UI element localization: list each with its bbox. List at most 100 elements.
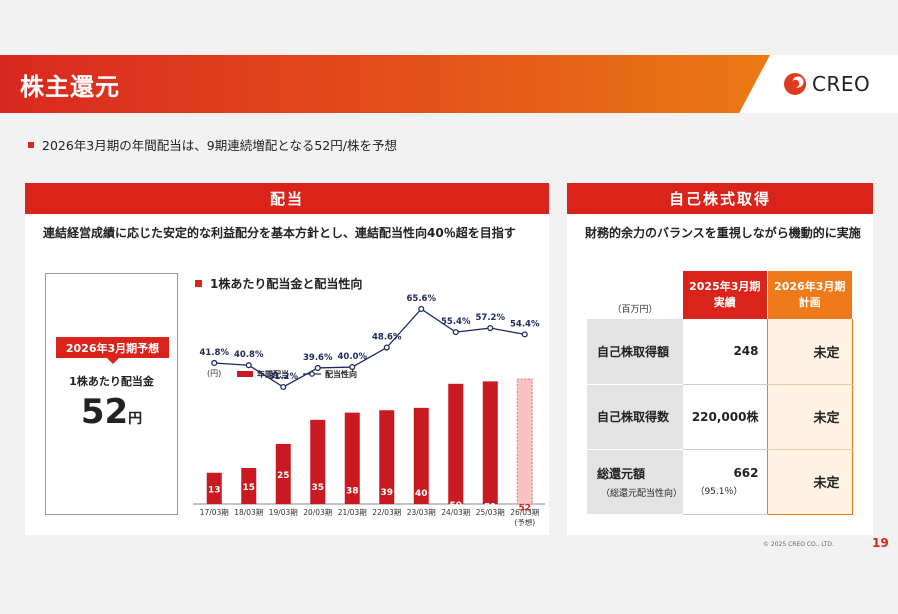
dividend-chart: (円) 年間配当 配当性向 13 15 25 35 38 39 40 50 51 52 41.8% 40.8… (193, 294, 545, 527)
payout-ratio-label: 31.2% (269, 372, 299, 382)
payout-ratio-label: 65.6% (407, 294, 437, 304)
row-plan: 未定 (766, 384, 853, 450)
row-label: 総還元額 （総還元配当性向） (587, 449, 683, 515)
forecast-number: 52 (80, 392, 129, 432)
col-actual-header: 2025年3月期 実績 (683, 271, 768, 319)
heading-square-icon (195, 280, 202, 287)
bar-value-label: 38 (346, 487, 359, 497)
payout-ratio-point (452, 329, 459, 336)
buyback-table-wrap: （百万円） 2025年3月期 実績 2026年3月期 計画 自己株取得額 248… (587, 271, 853, 515)
buyback-policy-text: 財務的余力のバランスを重視しながら機動的に実施 (585, 226, 861, 240)
chart-heading-text: 1株あたり配当金と配当性向 (210, 277, 363, 291)
row-actual-sub: （95.1％） (695, 487, 743, 497)
payout-ratio-label: 55.4% (441, 317, 471, 327)
payout-ratio-point (487, 324, 494, 332)
payout-ratio-point (418, 305, 425, 313)
x-tick-label: 21/03期 (338, 508, 367, 517)
x-tick-label: 17/03期 (200, 508, 229, 517)
row-actual-text: 248 (733, 344, 759, 359)
table-row: 自己株取得数 220,000株 未定 (587, 384, 853, 450)
buyback-panel: 自己株式取得 財務的余力のバランスを重視しながら機動的に実施 （百万円） 202… (567, 183, 873, 535)
dividend-panel-title: 配当 (25, 183, 549, 214)
row-actual: 248 (683, 319, 767, 385)
payout-ratio-point (521, 331, 528, 338)
forecast-tag: 2026年3月期予想 (56, 337, 169, 364)
forecast-label: 1株あたり配当金 (69, 375, 154, 388)
bar-value-label: 52 (518, 504, 531, 514)
x-tick-label: 22/03期 (372, 508, 401, 517)
bar-value-label: 15 (242, 483, 255, 493)
page-title: 株主還元 (20, 73, 120, 101)
header-bar: 株主還元 CREO (0, 55, 898, 113)
x-tick-label: 20/03期 (303, 508, 332, 517)
bar (482, 381, 498, 504)
logo-text: CREO (812, 72, 871, 96)
row-label-text: 総還元額 (597, 466, 646, 481)
bar-value-label: 50 (449, 501, 462, 511)
page-number: 19 (872, 536, 889, 550)
row-actual-text: 662 (733, 466, 759, 480)
dividend-policy-text: 連結経営成績に応じた安定的な利益配分を基本方針とし、連結配当性向40％超を目指す (43, 226, 516, 240)
x-tick-label: 18/03期 (234, 508, 263, 517)
row-label-text: 自己株取得数 (597, 410, 670, 424)
buyback-panel-title: 自己株式取得 (567, 183, 873, 214)
bar (275, 443, 291, 504)
row-label-text: 自己株取得額 (597, 344, 670, 359)
payout-ratio-point (211, 359, 218, 367)
col-plan-line2: 計画 (798, 296, 821, 309)
payout-ratio-point (314, 364, 321, 372)
row-plan: 未定 (766, 319, 853, 385)
dividend-forecast-box: 2026年3月期予想 1株あたり配当金 52円 (45, 273, 178, 515)
payout-ratio-line (214, 308, 525, 388)
legend-bar-swatch (237, 371, 253, 377)
legend-bar-label: 年間配当 (257, 369, 289, 379)
row-actual: 662 （95.1％） (683, 449, 767, 515)
bar (516, 378, 533, 505)
creo-swirl-logo-icon (784, 73, 806, 95)
unit-label: （百万円） (612, 305, 658, 315)
company-logo: CREO (783, 72, 870, 96)
payout-ratio-label: 39.6% (303, 353, 333, 363)
bar-value-label: 39 (380, 488, 393, 498)
bar (448, 383, 464, 504)
x-tick-label: 24/03期 (441, 508, 470, 517)
buyback-table: （百万円） 2025年3月期 実績 2026年3月期 計画 自己株取得額 248… (587, 271, 853, 515)
forecast-unit: 円 (128, 411, 143, 427)
payout-ratio-point (280, 383, 287, 391)
x-tick-label: 23/03期 (407, 508, 436, 517)
table-row: 自己株取得額 248 未定 (587, 319, 853, 385)
col-plan-line1: 2026年3月期 (774, 280, 846, 293)
row-plan: 未定 (766, 449, 853, 515)
bar (241, 467, 257, 504)
payout-ratio-label: 54.4% (510, 319, 540, 329)
col-actual-line2: 実績 (713, 296, 736, 309)
forecast-value: 52円 (46, 392, 177, 432)
row-sublabel: （総還元配当性向） (601, 488, 683, 499)
bar (379, 410, 395, 504)
payout-ratio-label: 57.2% (476, 313, 506, 323)
summary-text: 2026年3月期の年間配当は、9期連続増配となる52円/株を予想 (42, 138, 397, 153)
payout-ratio-point (349, 363, 356, 371)
x-tick-label: 25/03期 (476, 508, 505, 517)
col-actual-line1: 2025年3月期 (689, 280, 761, 293)
row-actual: 220,000株 (683, 384, 767, 450)
bar-value-label: 40 (415, 489, 428, 499)
bar (413, 407, 429, 504)
summary-line: 2026年3月期の年間配当は、9期連続増配となる52円/株を予想 (28, 135, 397, 154)
payout-ratio-point (245, 362, 252, 369)
bar-value-label: 51 (484, 502, 497, 512)
unit-label: (円) (207, 369, 221, 378)
row-actual-text: 220,000株 (691, 410, 759, 424)
bar (344, 412, 360, 504)
bar-value-label: 25 (277, 471, 290, 481)
x-tick-label: 19/03期 (269, 508, 298, 517)
row-label: 自己株取得数 (587, 384, 683, 450)
bar (206, 472, 222, 504)
buyback-header-row: （百万円） 2025年3月期 実績 2026年3月期 計画 (587, 271, 852, 319)
bar-value-label: 13 (208, 485, 221, 495)
bar-value-label: 35 (311, 483, 324, 493)
col-plan-header: 2026年3月期 計画 (767, 271, 852, 319)
bar (310, 419, 326, 504)
chart-heading: 1株あたり配当金と配当性向 (195, 275, 362, 292)
payout-ratio-label: 48.6% (372, 333, 402, 343)
